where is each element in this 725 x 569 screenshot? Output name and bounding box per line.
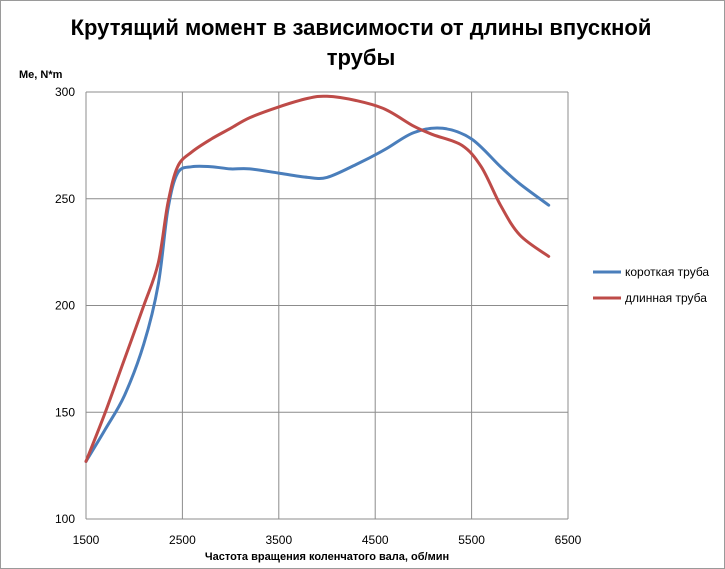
x-tick-label-5500: 5500 — [458, 533, 485, 547]
y-tick-label-300: 300 — [55, 85, 75, 99]
chart-title-line2: трубы — [327, 45, 396, 70]
y-tick-label-200: 200 — [55, 299, 75, 313]
series-line-0 — [84, 126, 551, 463]
x-tick-label-6500: 6500 — [555, 533, 582, 547]
y-tick-label-150: 150 — [55, 405, 75, 419]
x-tick-label-4500: 4500 — [362, 533, 389, 547]
y-tick-label-100: 100 — [55, 512, 75, 526]
legend-label-0: короткая труба — [625, 265, 709, 279]
legend-label-1: длинная труба — [625, 291, 707, 305]
y-axis-label: Me, N*m — [19, 69, 63, 81]
y-tick-label-250: 250 — [55, 192, 75, 206]
series-line-1 — [84, 94, 551, 463]
x-axis-label: Частота вращения коленчатого вала, об/ми… — [205, 551, 449, 563]
x-tick-label-2500: 2500 — [169, 533, 196, 547]
x-tick-label-3500: 3500 — [265, 533, 292, 547]
chart-title-line1: Крутящий момент в зависимости от длины в… — [71, 15, 652, 40]
x-tick-label-1500: 1500 — [73, 533, 100, 547]
